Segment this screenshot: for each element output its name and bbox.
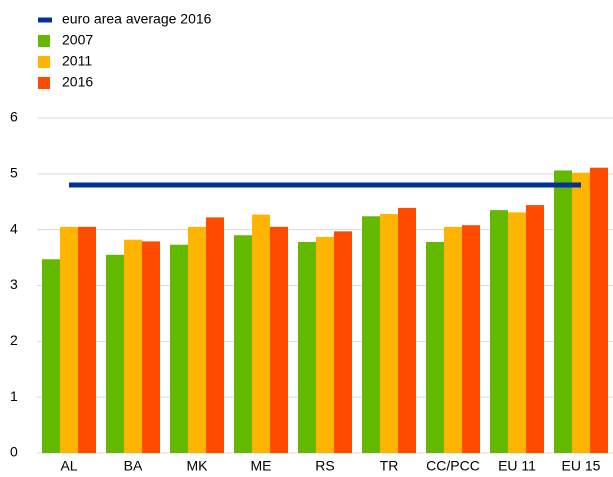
bar [106, 254, 124, 453]
bar [334, 231, 352, 453]
y-tick-label: 4 [10, 220, 18, 236]
legend-marker [38, 56, 50, 68]
y-tick-label: 1 [10, 388, 18, 404]
x-tick-label: EU 11 [498, 458, 536, 474]
y-tick-label: 5 [10, 165, 18, 181]
x-tick-label: TR [380, 458, 399, 474]
bar [252, 214, 270, 453]
bar [444, 226, 462, 453]
bar [380, 214, 398, 453]
bar [206, 217, 224, 453]
legend-label: 2007 [62, 32, 93, 48]
bar [490, 210, 508, 453]
y-tick-label: 2 [10, 332, 18, 348]
bar [554, 170, 572, 453]
bar [124, 239, 142, 453]
x-tick-label: RS [315, 458, 334, 474]
x-tick-label: MK [187, 458, 209, 474]
bar [398, 207, 416, 453]
x-tick-label: EU 15 [562, 458, 601, 474]
bar [508, 212, 526, 453]
bar [142, 241, 160, 453]
bar [462, 225, 480, 453]
bar [78, 226, 96, 453]
bar [234, 235, 252, 453]
legend-marker [38, 77, 50, 89]
bar [572, 172, 590, 453]
y-tick-label: 6 [10, 109, 18, 125]
legend-label: 2016 [62, 74, 93, 90]
bar [170, 244, 188, 453]
legend-label: euro area average 2016 [62, 11, 212, 27]
bar [188, 226, 206, 453]
x-tick-label: AL [60, 458, 77, 474]
bar [60, 226, 78, 453]
y-tick-label: 0 [10, 444, 18, 460]
bar [298, 241, 316, 453]
bar [362, 216, 380, 453]
x-tick-label: ME [251, 458, 272, 474]
legend-marker [38, 17, 52, 23]
legend-label: 2011 [62, 53, 92, 69]
x-tick-label: CC/PCC [426, 458, 480, 474]
legend-marker [38, 35, 50, 47]
bar [426, 241, 444, 453]
y-tick-label: 3 [10, 276, 18, 292]
x-tick-label: BA [124, 458, 143, 474]
bar [590, 167, 608, 454]
bar [316, 236, 334, 453]
bar [42, 259, 60, 453]
bar [526, 205, 544, 453]
bar [270, 226, 288, 453]
